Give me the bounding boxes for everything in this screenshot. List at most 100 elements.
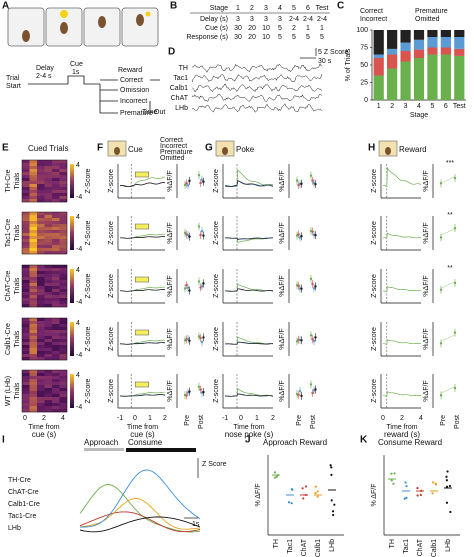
dot xyxy=(329,464,332,467)
dot xyxy=(295,179,299,182)
heatmap-cell xyxy=(37,193,45,197)
heatmap-cell xyxy=(37,406,45,410)
dot xyxy=(202,180,205,183)
heatmap-cell xyxy=(44,394,53,398)
heatmap-cell xyxy=(37,283,45,287)
significance: ** xyxy=(447,265,453,272)
heatmap-cell xyxy=(22,218,30,222)
heatmap-cell xyxy=(59,391,68,395)
heatmap-cell xyxy=(37,242,45,246)
heatmap-cell xyxy=(52,227,60,231)
label: -4 xyxy=(76,246,82,253)
heatmap-cell xyxy=(59,280,68,284)
heatmap-cell xyxy=(22,379,30,383)
cue-box xyxy=(135,171,149,178)
label: 4 xyxy=(76,372,80,379)
heatmap-cell xyxy=(44,160,53,164)
heatmap-cell xyxy=(52,327,60,331)
dot xyxy=(298,389,302,393)
heatmap-cell xyxy=(29,304,38,308)
heatmap-cell xyxy=(37,190,45,194)
trace xyxy=(224,180,274,188)
heatmap-cell xyxy=(29,160,38,164)
axis-title: Trials xyxy=(14,330,21,347)
heatmap-cell xyxy=(44,391,53,395)
bar-segment xyxy=(454,37,465,49)
cue-box xyxy=(135,381,149,388)
dot xyxy=(416,487,419,490)
heatmap-cell xyxy=(44,236,53,240)
table-cell: 3 xyxy=(278,16,282,23)
heatmap-cell xyxy=(29,298,38,302)
table-header: Test xyxy=(316,5,329,12)
heatmap-cell xyxy=(59,327,68,331)
heatmap-cell xyxy=(52,218,60,222)
table-header: 2 xyxy=(250,5,254,12)
table-header: 6 xyxy=(306,5,310,12)
panel-a-chambers xyxy=(7,7,159,47)
x-tick-label: 2 xyxy=(400,415,404,422)
dot xyxy=(200,340,204,344)
axis-title: %ΔF/F xyxy=(167,170,174,191)
table-cell: 20 xyxy=(248,34,256,41)
heatmap-cell xyxy=(59,224,68,228)
heatmap-cell xyxy=(22,351,30,355)
dot xyxy=(453,281,457,285)
heatmap-cell xyxy=(37,277,45,281)
bar-segment xyxy=(413,30,425,40)
dot xyxy=(330,499,333,502)
label: -4 xyxy=(76,299,82,306)
heatmap-cell xyxy=(44,318,53,322)
heatmap-cell xyxy=(44,301,53,305)
heatmap-cell xyxy=(52,172,60,176)
heatmap-cell xyxy=(22,227,30,231)
heatmap-cell xyxy=(37,327,45,331)
heatmap-cell xyxy=(22,373,30,377)
x-tick-label: 5 xyxy=(430,103,434,110)
heatmap-cell xyxy=(59,403,68,407)
heatmap-cell xyxy=(52,339,60,343)
dot xyxy=(185,182,188,185)
axis-title: %ΔF/F xyxy=(279,170,286,191)
heatmap-cell xyxy=(29,230,38,234)
table-cell: 5 xyxy=(278,34,282,41)
heatmap-cell xyxy=(59,187,68,191)
heatmap-cell xyxy=(37,196,45,200)
heatmap-cell xyxy=(59,379,68,383)
heatmap-cell xyxy=(59,333,68,337)
heatmap-cell xyxy=(22,391,30,395)
dot xyxy=(449,510,452,514)
dot xyxy=(311,230,314,233)
axis-title: Z-score xyxy=(371,327,378,351)
label: Pre xyxy=(296,415,303,426)
dot xyxy=(301,487,304,490)
axis-title: % of Trials xyxy=(345,48,352,81)
heatmap-cell xyxy=(52,406,60,410)
table-cell: Cue (s) xyxy=(205,25,228,32)
heatmap-cell xyxy=(44,289,53,293)
heatmap-cell xyxy=(44,221,53,225)
heatmap-cell xyxy=(59,271,68,275)
heatmap-cell xyxy=(22,245,30,249)
bar-segment xyxy=(440,47,451,55)
heatmap-cell xyxy=(59,277,68,281)
panel-title: Approach Reward xyxy=(263,438,327,447)
dot xyxy=(197,385,201,388)
heatmap-cell xyxy=(44,385,53,389)
panel-letter: D xyxy=(168,47,175,58)
heatmap-cell xyxy=(44,403,53,407)
label: Time from xyxy=(127,424,158,431)
heatmap-cell xyxy=(29,318,38,322)
axis-title: % ΔF/F xyxy=(255,484,262,507)
heatmap-cell xyxy=(44,304,53,308)
heatmap-cell xyxy=(52,382,60,386)
heatmap-cell xyxy=(44,342,53,346)
heatmap-cell xyxy=(52,283,60,287)
heatmap-cell xyxy=(52,190,60,194)
dot xyxy=(297,233,300,236)
heatmap-cell xyxy=(59,292,68,296)
dot xyxy=(300,394,303,398)
heatmap-cell xyxy=(52,233,60,237)
heatmap-cell xyxy=(52,230,60,234)
dot xyxy=(197,335,201,338)
